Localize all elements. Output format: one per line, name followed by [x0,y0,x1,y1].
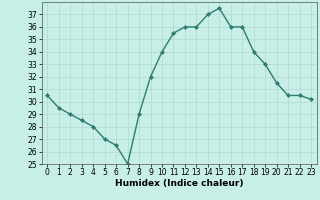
X-axis label: Humidex (Indice chaleur): Humidex (Indice chaleur) [115,179,244,188]
